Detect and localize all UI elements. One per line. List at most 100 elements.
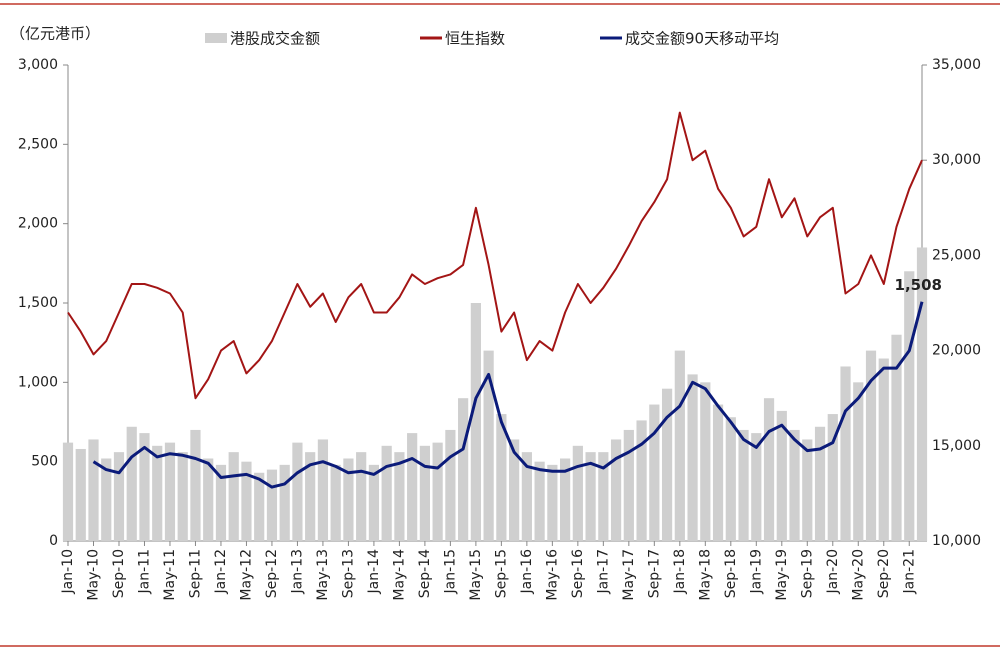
bar [598, 452, 609, 541]
y-tick-label: 500 [31, 454, 58, 470]
bar [241, 461, 252, 541]
bar [496, 414, 507, 541]
bar [712, 404, 724, 541]
bar [521, 452, 532, 541]
bar [381, 445, 392, 541]
x-tick-label: Sep-10 [111, 549, 127, 598]
line [67, 111, 923, 400]
y-tick-label: 3,000 [18, 57, 58, 73]
bar [560, 458, 571, 541]
bar [177, 452, 188, 541]
bar [75, 448, 86, 541]
bar [534, 461, 545, 541]
x-tick-label: May-14 [391, 549, 407, 601]
x-tick-label: Sep-12 [264, 549, 280, 598]
x-tick-label: Jan-10 [60, 549, 76, 594]
y2-tick-label: 25,000 [932, 247, 981, 263]
x-tick-label: May-15 [468, 549, 484, 601]
x-tick-label: May-12 [238, 549, 254, 601]
x-tick-label: Sep-16 [570, 549, 586, 598]
x-tick-label: Sep-19 [799, 549, 815, 598]
bar [891, 334, 902, 541]
bar [916, 247, 928, 541]
x-tick-label: Sep-18 [723, 549, 739, 598]
bar [470, 303, 481, 541]
bar [152, 445, 163, 541]
bar [215, 464, 227, 541]
bar [483, 350, 494, 541]
legend: 港股成交金额 恒生指数 成交金额90天移动平均 [205, 30, 779, 48]
y-tick-label: 0 [49, 533, 58, 549]
bar [700, 382, 711, 541]
bar [572, 445, 583, 541]
bar [649, 404, 660, 541]
y2-tick-label: 10,000 [932, 533, 981, 549]
bar [814, 426, 826, 541]
y-tick-label: 1,000 [18, 374, 58, 390]
x-tick-label: Jan-17 [595, 549, 611, 594]
bar [279, 464, 290, 541]
bar [62, 442, 74, 541]
bar [330, 464, 341, 541]
bar [509, 439, 520, 541]
bar [88, 439, 99, 541]
bar [840, 366, 851, 541]
x-tick-label: May-19 [774, 549, 790, 601]
bar [343, 458, 354, 541]
x-tick-label: Jan-21 [901, 549, 917, 594]
bar [368, 464, 380, 541]
x-tick-label: Jan-20 [825, 549, 841, 594]
y2-tick-label: 35,000 [932, 57, 981, 73]
bar [164, 442, 176, 541]
bar [126, 426, 137, 541]
y2-tick-label: 20,000 [932, 343, 981, 359]
x-tick-label: Sep-15 [493, 549, 509, 598]
x-tick-label: Jan-12 [213, 549, 229, 594]
y-tick-label: 2,000 [18, 216, 58, 232]
bar [853, 382, 864, 541]
bar [623, 429, 634, 541]
legend-label: 成交金额90天移动平均 [625, 30, 779, 48]
x-tick-label: Jan-13 [289, 549, 305, 594]
bar [101, 458, 112, 541]
y2-tick-label: 15,000 [932, 438, 981, 454]
bar [305, 452, 316, 541]
bar [725, 417, 736, 541]
x-tick-label: May-13 [315, 549, 331, 601]
bar [865, 350, 877, 541]
x-tick-label: Sep-20 [876, 549, 892, 598]
line [92, 301, 924, 489]
legend-swatch [205, 33, 227, 43]
bar [687, 374, 698, 541]
x-tick-label: Sep-13 [340, 549, 356, 598]
bar [228, 452, 239, 541]
unit-label: （亿元港币） [10, 25, 100, 43]
x-tick-label: May-18 [697, 549, 713, 601]
bar [751, 433, 762, 541]
bar [394, 452, 405, 541]
bar [674, 350, 685, 541]
x-tick-label: Jan-14 [366, 549, 382, 595]
bar [878, 358, 889, 541]
x-tick-label: Jan-11 [136, 549, 152, 594]
x-tick-label: May-11 [162, 549, 178, 601]
bar [904, 271, 915, 541]
bar [763, 398, 775, 541]
y-tick-label: 1,500 [18, 295, 58, 311]
x-tick-label: Jan-16 [519, 549, 535, 595]
y2-tick-label: 30,000 [932, 152, 981, 168]
x-tick-label: May-10 [85, 549, 101, 601]
x-tick-label: Jan-15 [442, 549, 458, 594]
bar [203, 458, 214, 541]
y-tick-label: 2,500 [18, 136, 58, 152]
x-tick-label: Sep-11 [187, 549, 203, 598]
x-tick-label: May-16 [544, 549, 560, 601]
bar [802, 439, 813, 541]
bar [827, 414, 838, 541]
bar [776, 410, 787, 541]
bar [636, 420, 647, 541]
bar [458, 398, 469, 541]
bar [317, 439, 329, 541]
x-tick-label: Jan-19 [748, 549, 764, 594]
